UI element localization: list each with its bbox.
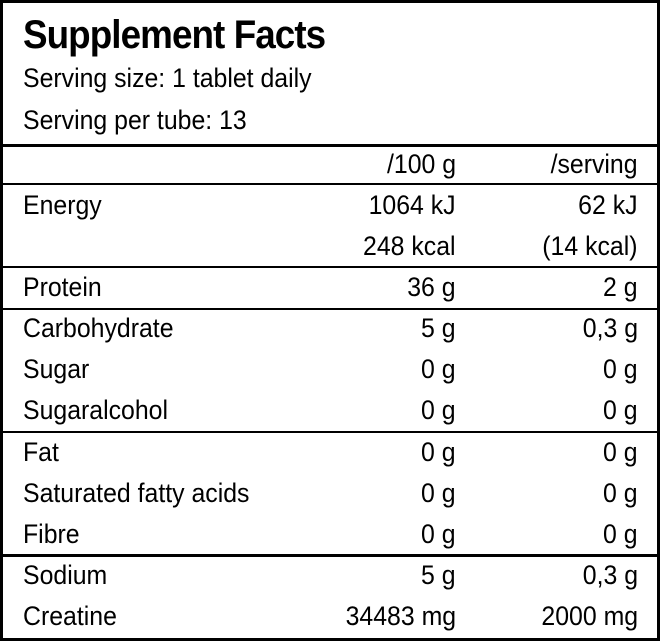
- value-per-serving: 0 g: [603, 478, 638, 508]
- nutrient-name: Sugaralcohol: [23, 395, 169, 425]
- value-per-serving: 2 g: [603, 272, 638, 302]
- nutrient-name: Energy: [23, 190, 102, 220]
- table-row: Sugar 0 g 0 g: [3, 350, 657, 391]
- value-per-serving: 0,3 g: [582, 560, 638, 590]
- table-row: Energy 1064 kJ 62 kJ: [3, 186, 657, 227]
- table-row: Creatine 34483 mg 2000 mg: [3, 597, 657, 638]
- nutrient-name: Saturated fatty acids: [23, 478, 250, 508]
- table-row: Carbohydrate 5 g 0,3 g: [3, 309, 657, 350]
- divider: [3, 431, 657, 433]
- divider-thick: [3, 554, 657, 557]
- value-per-100g: 36 g: [407, 272, 456, 302]
- value-per-100g: 0 g: [421, 395, 456, 425]
- header-per-100g: /100 g: [386, 149, 456, 179]
- table-row: Fibre 0 g 0 g: [3, 515, 657, 556]
- divider: [3, 183, 657, 185]
- table-row: Saturated fatty acids 0 g 0 g: [3, 474, 657, 515]
- value-per-100g: 5 g: [421, 313, 456, 343]
- value-per-serving: 62 kJ: [578, 190, 638, 220]
- nutrient-name: Protein: [23, 272, 102, 302]
- value-per-100g: 0 g: [421, 437, 456, 467]
- divider: [3, 308, 657, 310]
- table-row: 248 kcal (14 kcal): [3, 227, 657, 268]
- value-per-serving: 0 g: [603, 395, 638, 425]
- table-row: Protein 36 g 2 g: [3, 268, 657, 309]
- nutrient-name: Creatine: [23, 601, 117, 631]
- header-per-serving: /serving: [551, 149, 638, 179]
- divider-thick: [3, 144, 657, 147]
- divider: [3, 266, 657, 268]
- value-per-serving: 0,3 g: [582, 313, 638, 343]
- nutrient-name: Carbohydrate: [23, 313, 174, 343]
- value-per-100g: 248 kcal: [363, 231, 456, 261]
- nutrient-name: Fibre: [23, 519, 80, 549]
- serving-size: Serving size: 1 tablet daily: [23, 63, 312, 93]
- serving-per-tube: Serving per tube: 13: [23, 105, 247, 135]
- value-per-100g: 5 g: [421, 560, 456, 590]
- table-row: Sugaralcohol 0 g 0 g: [3, 391, 657, 432]
- nutrient-name: Sodium: [23, 560, 108, 590]
- table-row: Sodium 5 g 0,3 g: [3, 556, 657, 597]
- nutrient-name: Fat: [23, 437, 59, 467]
- value-per-serving: (14 kcal): [542, 231, 638, 261]
- value-per-serving: 0 g: [603, 437, 638, 467]
- table-row: Fat 0 g 0 g: [3, 433, 657, 474]
- table-header-row: /100 g /serving: [3, 145, 657, 186]
- value-per-100g: 34483 mg: [345, 601, 456, 631]
- value-per-serving: 0 g: [603, 519, 638, 549]
- value-per-100g: 0 g: [421, 354, 456, 384]
- label-title: Supplement Facts: [23, 13, 326, 57]
- value-per-100g: 0 g: [421, 519, 456, 549]
- nutrient-name: Sugar: [23, 354, 90, 384]
- value-per-100g: 0 g: [421, 478, 456, 508]
- value-per-serving: 2000 mg: [541, 601, 638, 631]
- value-per-serving: 0 g: [603, 354, 638, 384]
- value-per-100g: 1064 kJ: [368, 190, 456, 220]
